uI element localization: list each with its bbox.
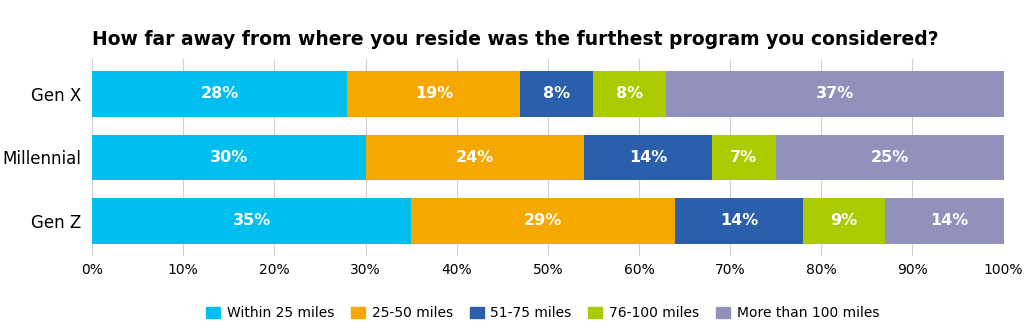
Bar xyxy=(92,71,347,117)
Bar xyxy=(885,198,1013,244)
Bar xyxy=(92,134,366,180)
Bar xyxy=(585,134,712,180)
Bar xyxy=(712,134,776,180)
Text: 14%: 14% xyxy=(930,214,968,228)
Text: 14%: 14% xyxy=(629,150,668,165)
Text: 37%: 37% xyxy=(816,87,854,101)
Text: 25%: 25% xyxy=(870,150,908,165)
Text: 8%: 8% xyxy=(544,87,570,101)
Text: 24%: 24% xyxy=(456,150,494,165)
Text: 35%: 35% xyxy=(232,214,270,228)
Text: 29%: 29% xyxy=(524,214,562,228)
Bar xyxy=(676,198,803,244)
Text: 30%: 30% xyxy=(210,150,248,165)
Bar xyxy=(776,134,1004,180)
Text: 19%: 19% xyxy=(415,87,453,101)
Text: 8%: 8% xyxy=(616,87,643,101)
Text: How far away from where you reside was the furthest program you considered?: How far away from where you reside was t… xyxy=(92,30,939,49)
Bar xyxy=(520,71,594,117)
Text: 9%: 9% xyxy=(830,214,857,228)
Text: 28%: 28% xyxy=(201,87,239,101)
Text: 7%: 7% xyxy=(730,150,758,165)
Bar xyxy=(366,134,585,180)
Bar xyxy=(667,71,1004,117)
Bar xyxy=(92,198,411,244)
Legend: Within 25 miles, 25-50 miles, 51-75 miles, 76-100 miles, More than 100 miles: Within 25 miles, 25-50 miles, 51-75 mile… xyxy=(202,302,884,324)
Bar xyxy=(347,71,520,117)
Bar xyxy=(803,198,885,244)
Text: 14%: 14% xyxy=(720,214,759,228)
Bar xyxy=(411,198,676,244)
Bar xyxy=(594,71,667,117)
